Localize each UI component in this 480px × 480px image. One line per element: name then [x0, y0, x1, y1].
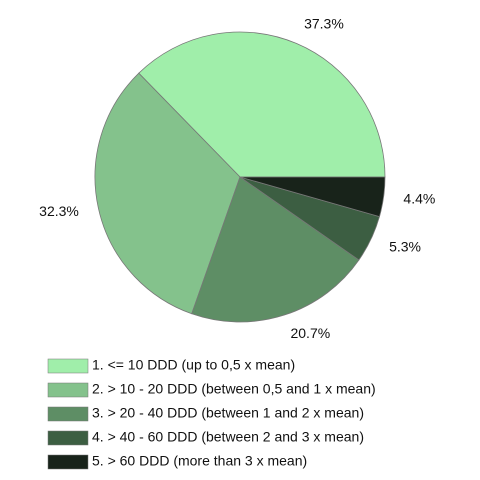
legend-label: 4. > 40 - 60 DDD (between 2 and 3 x mean… [92, 429, 364, 445]
data-label: 20.7% [290, 325, 330, 341]
legend-label: 1. <= 10 DDD (up to 0,5 x mean) [92, 357, 295, 373]
data-label: 37.3% [304, 16, 344, 32]
legend-swatch [47, 358, 89, 374]
legend-swatch [47, 454, 89, 470]
data-label: 4.4% [403, 190, 435, 206]
pie-slice [138, 31, 386, 178]
legend-label: 2. > 10 - 20 DDD (between 0,5 and 1 x me… [92, 381, 376, 397]
data-label: 32.3% [39, 203, 79, 219]
legend-swatch [47, 406, 89, 422]
legend-swatch [47, 382, 89, 398]
legend-label: 5. > 60 DDD (more than 3 x mean) [92, 453, 307, 469]
legend-label: 3. > 20 - 40 DDD (between 1 and 2 x mean… [92, 405, 364, 421]
pie-slice [191, 176, 360, 323]
data-label: 5.3% [389, 238, 421, 254]
legend-swatch [47, 430, 89, 446]
pie-slice [239, 176, 386, 218]
pie-slice [94, 72, 241, 315]
